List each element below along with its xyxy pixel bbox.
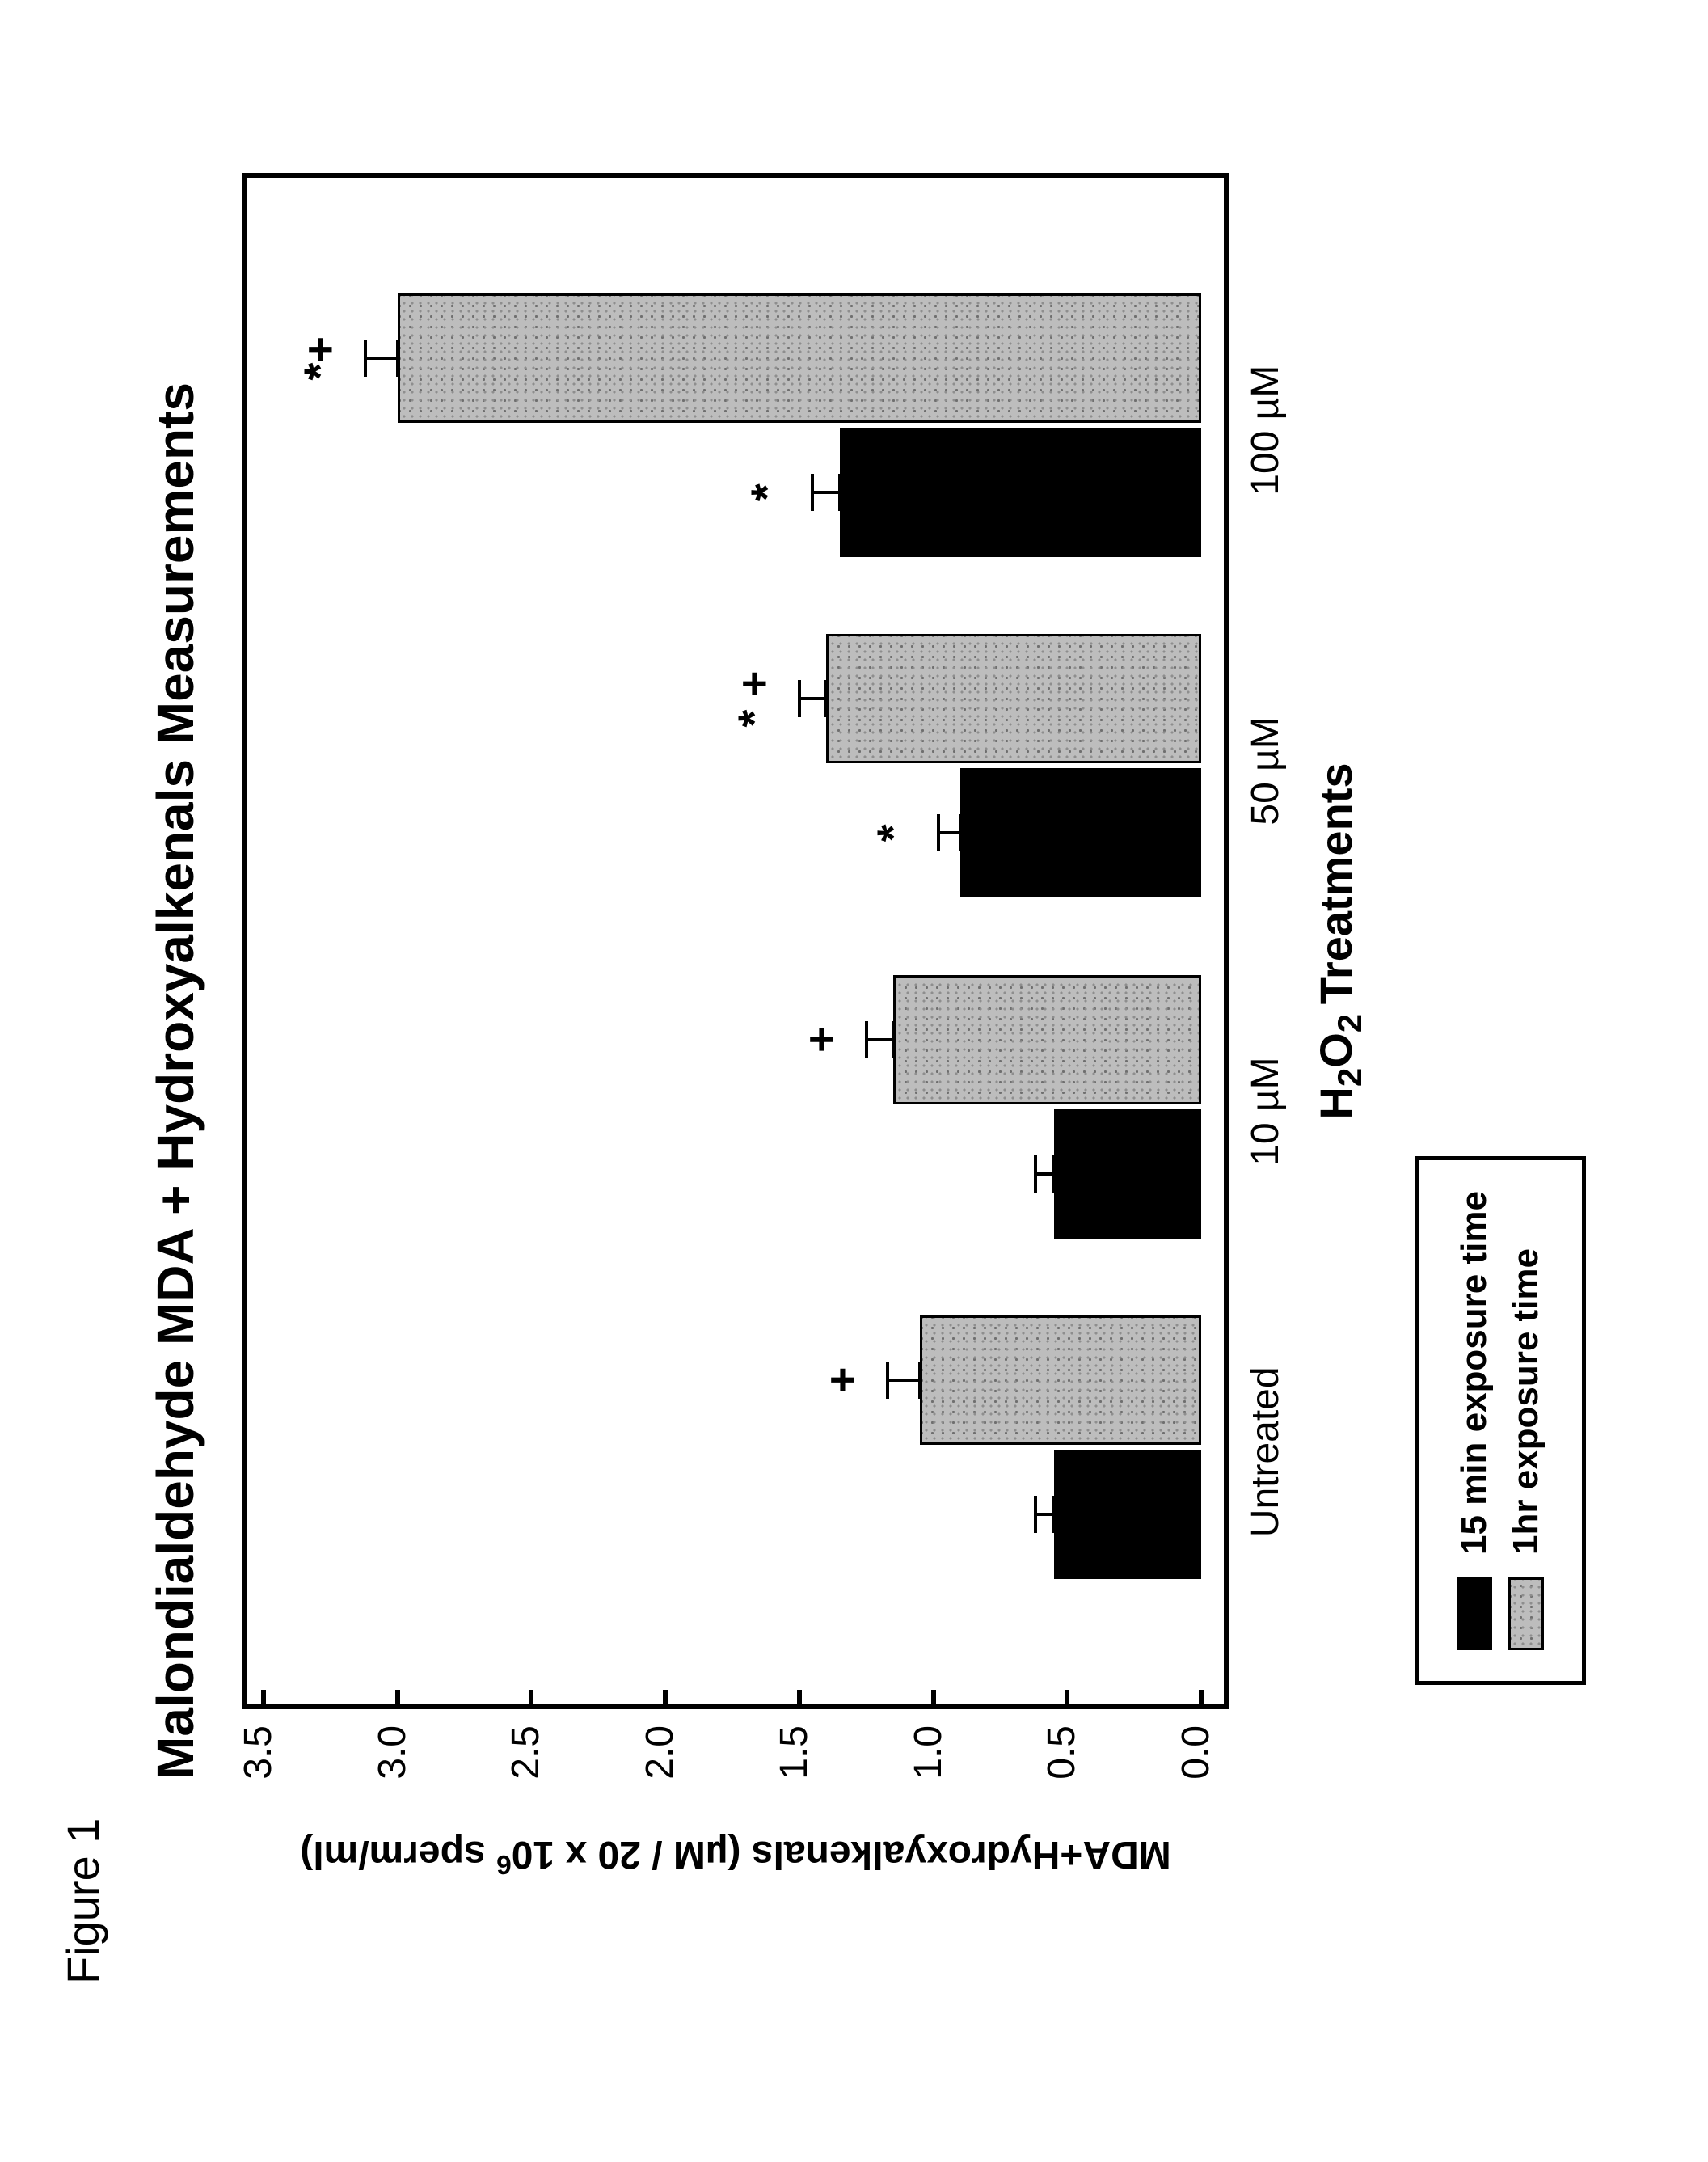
- y-tick-mark: [1065, 1690, 1069, 1709]
- error-base-cap: [959, 814, 962, 851]
- x-tick-label: Untreated: [1243, 1331, 1288, 1573]
- error-base-cap: [824, 680, 828, 717]
- error-cap: [1034, 1496, 1037, 1533]
- significance-marker: +: [816, 1366, 868, 1393]
- legend-item: 15 min exposure time: [1454, 1191, 1495, 1650]
- error-bar: [799, 697, 826, 700]
- significance-marker: *: [867, 825, 919, 842]
- error-base-cap: [918, 1362, 921, 1399]
- y-tick-mark: [931, 1690, 936, 1709]
- bar: [960, 768, 1201, 897]
- legend-swatch: [1457, 1577, 1492, 1650]
- y-tick-label: 0.0: [1174, 1725, 1218, 1822]
- legend-label: 1hr exposure time: [1506, 1248, 1546, 1555]
- x-tick-label: 10 µM: [1243, 990, 1288, 1233]
- plot-area: + + * * + * *+: [264, 217, 1201, 1656]
- y-tick-mark: [529, 1690, 533, 1709]
- error-cap: [1034, 1155, 1037, 1193]
- significance-marker: *: [740, 483, 793, 501]
- error-cap: [865, 1021, 868, 1058]
- y-tick-label: 2.0: [638, 1725, 682, 1822]
- y-tick-mark: [261, 1690, 266, 1709]
- error-cap: [811, 474, 814, 511]
- error-base-cap: [892, 1021, 895, 1058]
- chart-title: Malondialdehyde MDA + Hydroxyalkenals Me…: [145, 0, 205, 2162]
- error-base-cap: [838, 474, 841, 511]
- y-tick-label: 1.0: [906, 1725, 951, 1822]
- x-tick-label: 100 µM: [1243, 309, 1288, 551]
- y-tick-mark: [663, 1690, 668, 1709]
- legend: 15 min exposure time 1hr exposure time: [1415, 1156, 1586, 1685]
- x-axis-label: H2O2 Treatments: [1309, 173, 1369, 1709]
- significance-marker: * +: [727, 670, 780, 727]
- error-cap: [937, 814, 940, 851]
- y-tick-label: 3.0: [370, 1725, 415, 1822]
- bar: [826, 634, 1201, 763]
- y-tick-mark: [395, 1690, 400, 1709]
- chart-area: + + * * + * *+: [242, 173, 1229, 1709]
- bar: [893, 975, 1201, 1104]
- bar: [398, 293, 1201, 423]
- error-base-cap: [1052, 1496, 1056, 1533]
- x-tick-label: 50 µM: [1243, 649, 1288, 892]
- figure-label: Figure 1: [57, 1818, 109, 1984]
- legend-swatch: [1508, 1577, 1544, 1650]
- error-cap: [798, 680, 801, 717]
- y-tick-label: 0.5: [1040, 1725, 1084, 1822]
- error-base-cap: [396, 340, 399, 377]
- bar: [1054, 1450, 1201, 1579]
- error-cap: [886, 1362, 889, 1399]
- error-base-cap: [1052, 1155, 1056, 1193]
- bar: [1054, 1109, 1201, 1239]
- y-tick-label: 2.5: [504, 1725, 548, 1822]
- bar: [840, 428, 1201, 557]
- error-bar: [1035, 1172, 1054, 1176]
- bar-group: * *+: [264, 293, 1201, 557]
- error-bar: [867, 1038, 893, 1041]
- error-bar: [888, 1379, 920, 1382]
- bar-group: * * +: [264, 634, 1201, 897]
- legend-item: 1hr exposure time: [1506, 1191, 1546, 1650]
- bar-group: +: [264, 1315, 1201, 1579]
- error-bar: [812, 491, 839, 494]
- y-tick-mark: [797, 1690, 802, 1709]
- y-axis-label: MDA+Hydroxyalkenals (µM / 20 x 106 sperm…: [242, 1832, 1229, 1879]
- y-tick-label: 3.5: [236, 1725, 280, 1822]
- legend-label: 15 min exposure time: [1454, 1191, 1495, 1555]
- y-tick-label: 1.5: [772, 1725, 816, 1822]
- error-cap: [364, 340, 367, 377]
- bar: [920, 1315, 1201, 1445]
- error-bar: [938, 831, 960, 834]
- error-bar: [365, 357, 398, 360]
- y-tick-mark: [1199, 1690, 1204, 1709]
- significance-marker: +: [795, 1026, 847, 1053]
- bar-group: +: [264, 975, 1201, 1239]
- significance-marker: *+: [293, 336, 346, 381]
- error-bar: [1035, 1513, 1054, 1516]
